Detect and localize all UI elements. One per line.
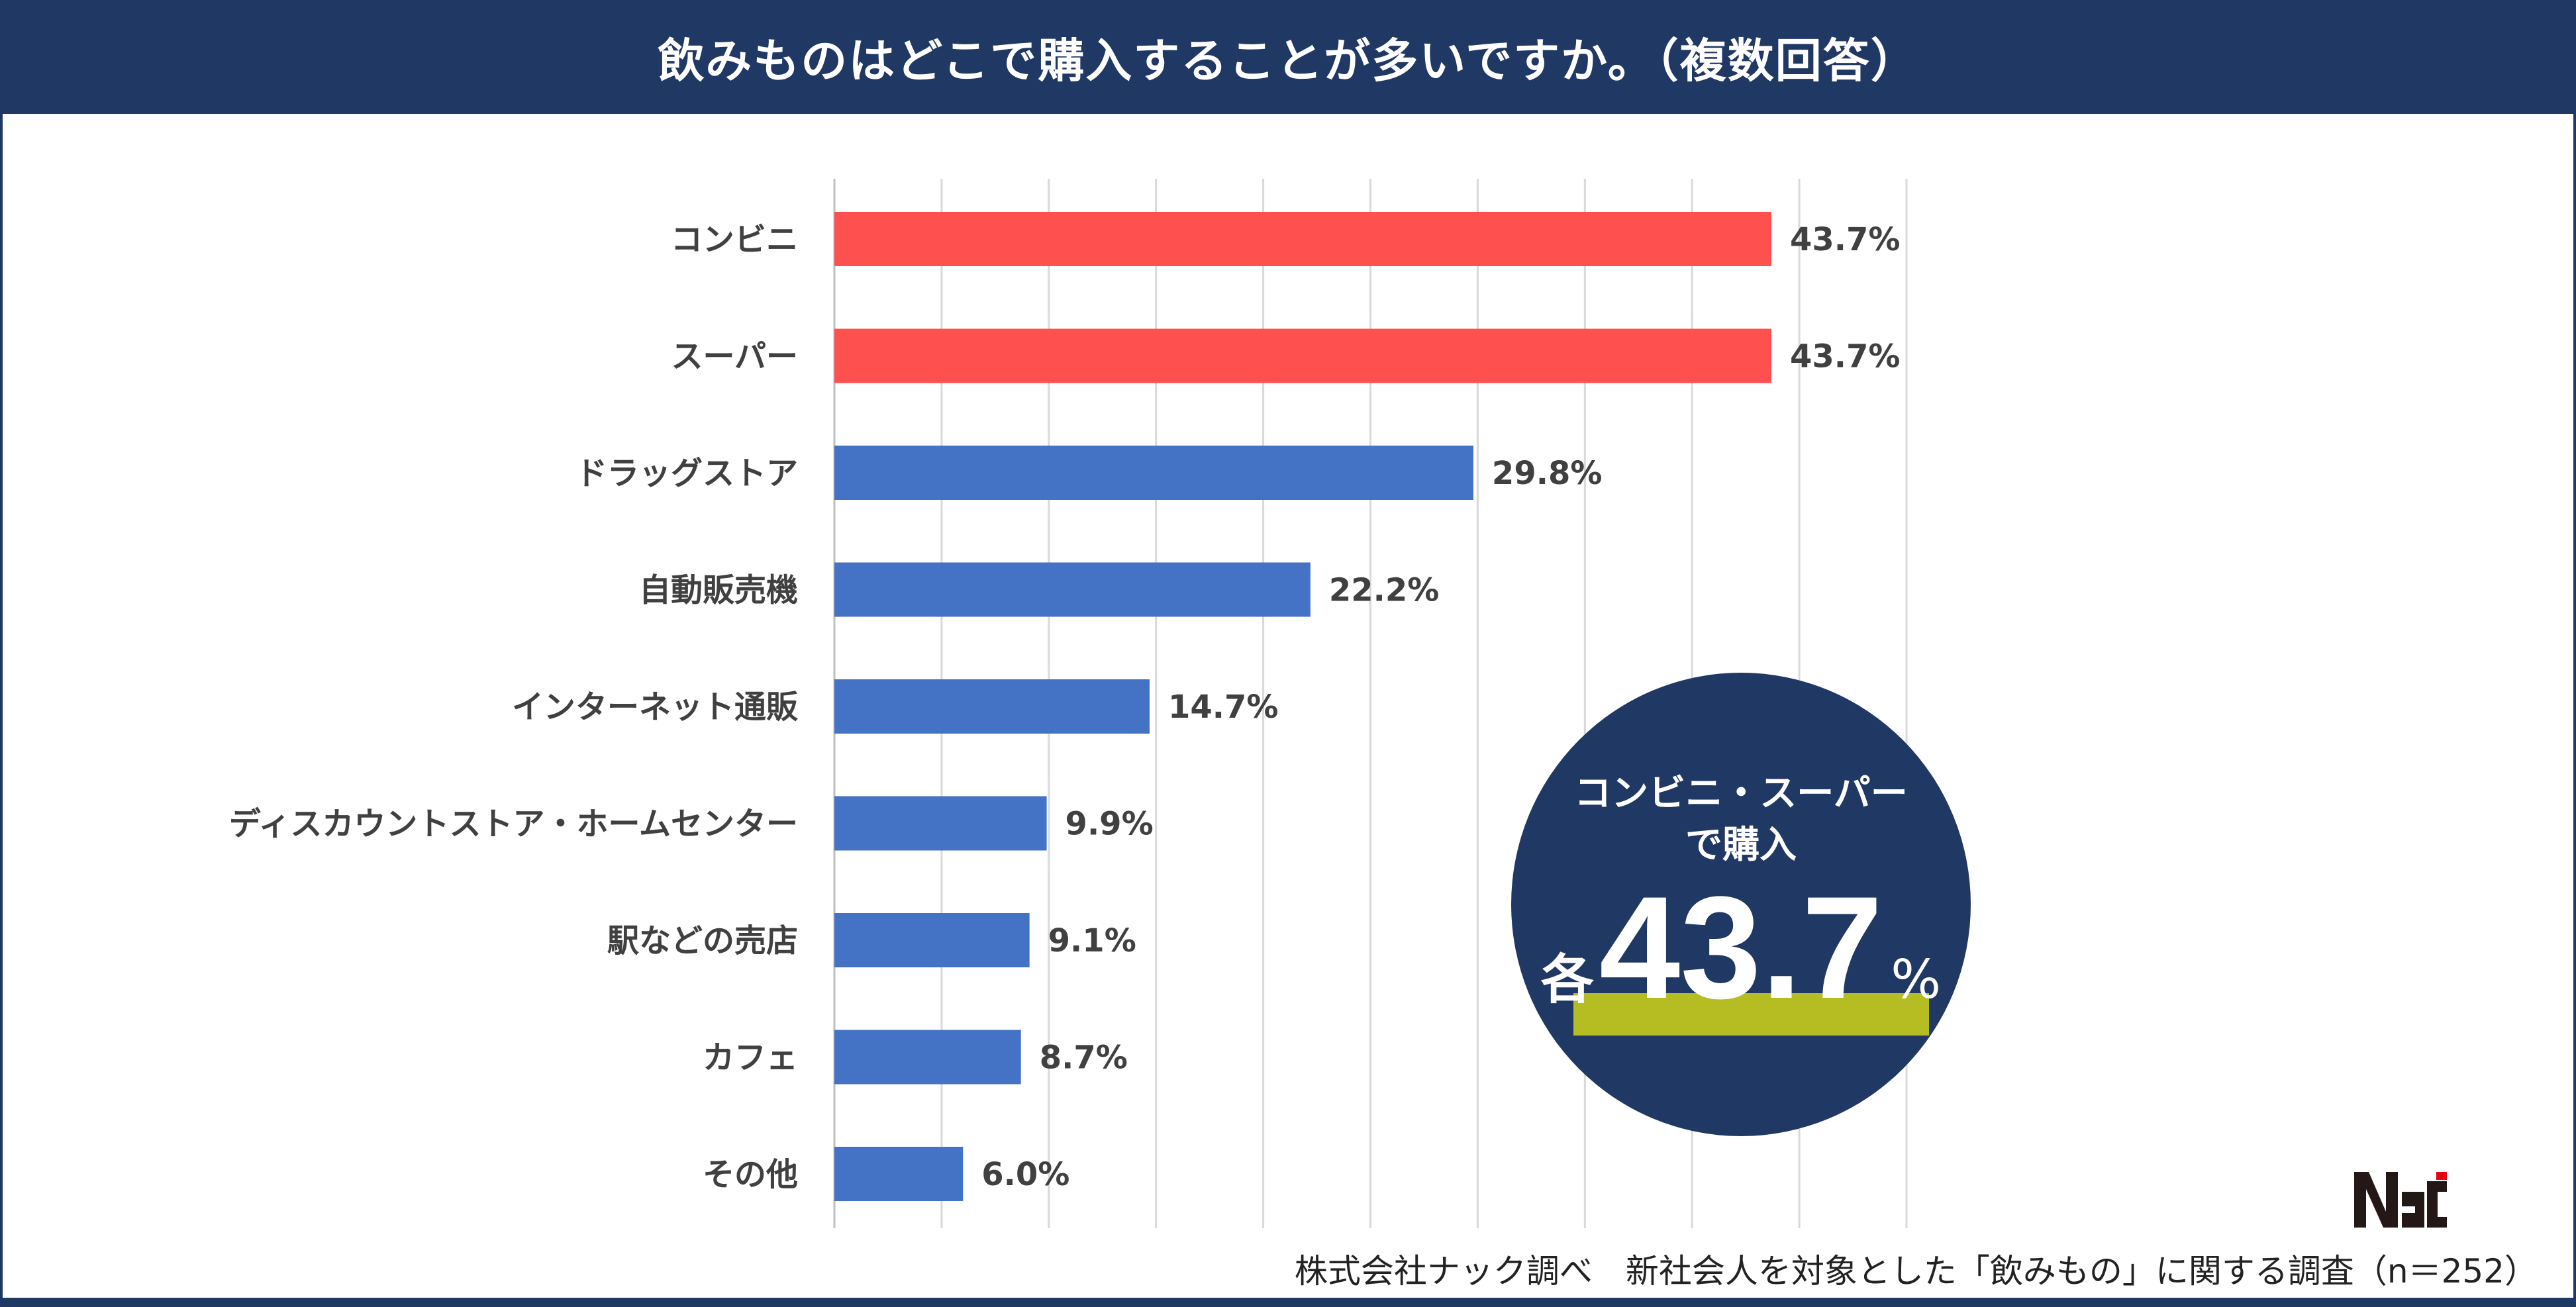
category-label: 駅などの売店: [607, 922, 798, 959]
category-label: 自動販売機: [639, 572, 798, 609]
value-label: 14.7%: [1168, 689, 1279, 726]
category-label: カフェ: [703, 1040, 798, 1077]
badge-prefix: 各: [1540, 949, 1594, 1010]
bar: [834, 562, 1311, 617]
category-label: ドラッグストア: [575, 455, 798, 492]
bar: [834, 446, 1473, 500]
category-label: その他: [703, 1156, 798, 1193]
value-label: 6.0%: [981, 1156, 1069, 1193]
value-label: 9.1%: [1048, 922, 1136, 959]
bar: [834, 913, 1030, 967]
bar: [834, 796, 1047, 851]
category-label: ディスカウントストア・ホームセンター: [229, 806, 798, 843]
badge-suffix: %: [1891, 949, 1942, 1010]
value-label: 8.7%: [1040, 1040, 1128, 1077]
category-labels: コンビニスーパードラッグストア自動販売機インターネット通販ディスカウントストア・…: [229, 221, 799, 1193]
bar: [834, 328, 1772, 383]
bar: [834, 679, 1150, 734]
value-label: 43.7%: [1790, 221, 1901, 258]
badge-value: 43.7: [1599, 866, 1883, 1029]
badge-value-row: 各 43.7 %: [1511, 871, 1971, 1030]
bar: [834, 212, 1772, 266]
category-label: スーパー: [671, 338, 798, 375]
category-label: コンビニ: [671, 221, 798, 258]
badge-line2: で購入: [1685, 824, 1797, 867]
value-label: 9.9%: [1065, 806, 1154, 843]
page-title: 飲みものはどこで購入することが多いですか。（複数回答）: [0, 0, 2576, 114]
source-note: 株式会社ナック調べ 新社会人を対象とした「飲みもの」に関する調査（n＝252）: [1294, 1252, 2538, 1290]
value-label: 22.2%: [1329, 572, 1440, 609]
badge-line1: コンビニ・スーパー: [1574, 772, 1908, 815]
highlight-badge: コンビニ・スーパー で購入 各 43.7 %: [1511, 673, 1971, 1136]
bottom-border: [0, 1298, 2576, 1307]
value-label: 29.8%: [1492, 455, 1603, 492]
bar: [834, 1147, 964, 1201]
bar: [834, 1030, 1021, 1085]
bars: [834, 212, 1772, 1201]
badge-highlight-bar: [1573, 993, 1929, 1036]
nac-logo: [2354, 1172, 2447, 1228]
category-label: インターネット通販: [512, 689, 799, 726]
value-labels: 43.7% 43.7% 29.8% 22.2% 14.7% 9.9% 9.1% 8.7% 6.0…: [981, 221, 1900, 1193]
value-label: 43.7%: [1790, 338, 1901, 375]
